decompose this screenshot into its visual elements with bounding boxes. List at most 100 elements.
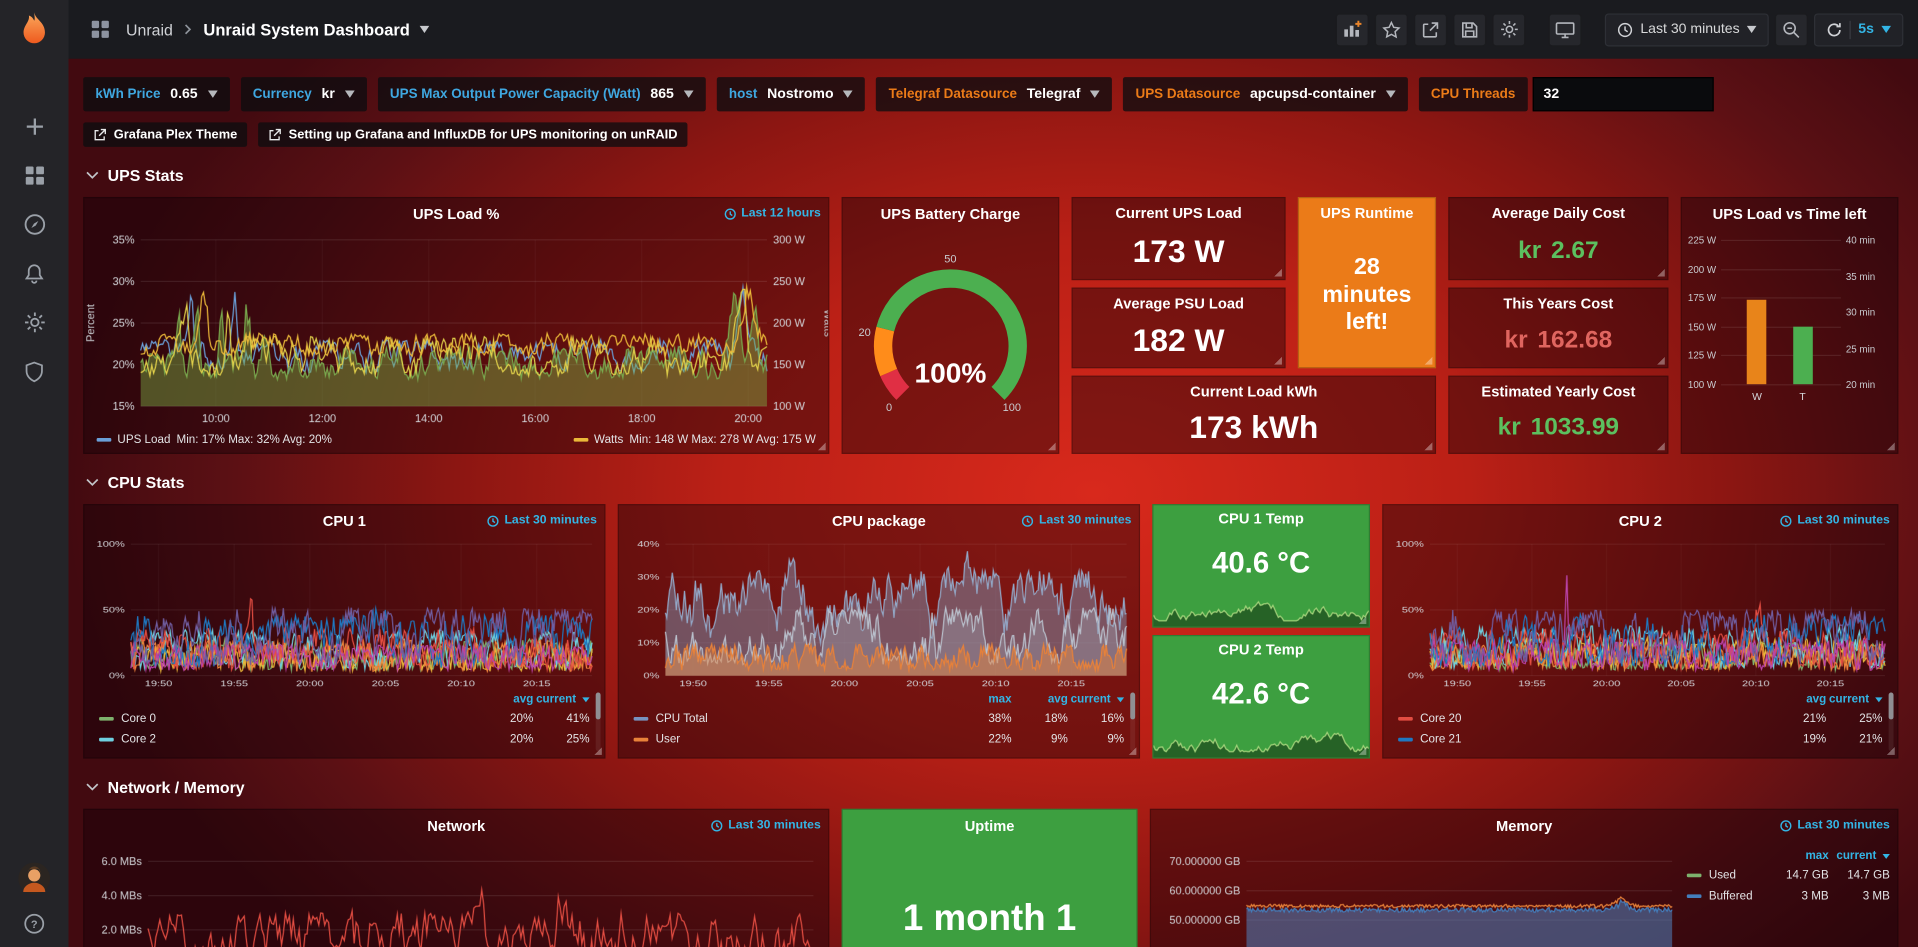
graph-canvas[interactable] [1151,841,1687,947]
share-button[interactable] [1414,12,1448,46]
panel-resize-handle[interactable] [1656,356,1665,365]
legend-row[interactable]: Core 2 20% 25% [99,729,590,750]
legend-column-header[interactable]: current [533,693,590,706]
graph-area[interactable] [84,230,829,426]
legend-row[interactable]: Core 21 19% 21% [1398,729,1883,750]
legend-scrollbar[interactable] [1130,692,1136,752]
panel-title[interactable]: Network [427,817,486,835]
panel-title[interactable]: CPU 2 [1618,512,1662,530]
bar[interactable] [1747,299,1767,385]
create-icon[interactable] [23,115,46,138]
panel-resize-handle[interactable] [593,746,602,755]
panel-title[interactable]: UPS Load % [413,205,500,223]
panel-resize-handle[interactable] [1047,441,1056,451]
explore-icon[interactable] [23,213,46,236]
panel-title[interactable]: UPS Runtime [1320,204,1414,222]
panel-title[interactable]: Estimated Yearly Cost [1481,382,1636,401]
graph-canvas[interactable] [84,537,605,689]
panel-resize-handle[interactable] [1423,356,1433,365]
legend-column-header[interactable]: current [1826,693,1883,706]
panel-title[interactable]: CPU 1 [322,512,366,530]
graph-canvas[interactable] [84,841,829,947]
panel-title[interactable]: Current Load kWh [1190,382,1318,401]
save-button[interactable] [1453,12,1487,46]
breadcrumb-root[interactable]: Unraid [125,20,173,39]
dashboard-title[interactable]: Unraid System Dashboard [203,20,410,39]
panel-resize-handle[interactable] [1357,746,1367,755]
panel-title[interactable]: CPU 2 Temp [1218,641,1304,659]
configuration-gear-icon[interactable] [23,311,46,334]
legend-scrollbar-thumb[interactable] [595,692,601,720]
cycle-view-monitor-button[interactable] [1548,12,1582,46]
graph-area[interactable] [618,537,1139,689]
add-panel-button[interactable] [1335,12,1369,46]
legend-scrollbar-thumb[interactable] [1130,692,1136,720]
graph-canvas[interactable] [84,230,829,426]
zoom-out-button[interactable] [1775,12,1809,46]
graph-area[interactable] [1383,537,1898,689]
dashboard-grid-icon[interactable] [83,13,116,46]
section-network-memory[interactable]: Network / Memory [86,778,1899,797]
graph-canvas[interactable] [1383,537,1898,689]
variable-currency[interactable]: Currency kr [240,77,367,112]
panel-title[interactable]: Current UPS Load [1115,204,1242,222]
panel-title[interactable]: Uptime [964,817,1015,835]
graph-area[interactable] [84,537,605,689]
panel-resize-handle[interactable] [1423,441,1433,451]
section-cpu-stats[interactable]: CPU Stats [86,473,1899,492]
grafana-logo[interactable] [0,0,68,59]
legend-row[interactable]: Core 0 20% 41% [99,708,590,729]
panel-title[interactable]: CPU 1 Temp [1218,510,1304,528]
variable-kwh-price[interactable]: kWh Price 0.65 [83,77,230,112]
star-button[interactable] [1374,12,1408,46]
panel-title[interactable]: CPU package [831,512,926,530]
bar[interactable] [1792,326,1813,385]
panel-resize-handle[interactable] [1127,746,1137,755]
alerting-icon[interactable] [23,262,46,285]
help-icon[interactable]: ? [23,912,46,935]
legend-column-header[interactable]: avg [513,692,534,706]
panel-resize-handle[interactable] [1886,746,1895,755]
legend-row[interactable]: CPU Total 38% 18% 16% [633,708,1124,729]
panel-title[interactable]: UPS Battery Charge [880,205,1021,223]
panel-resize-handle[interactable] [1656,441,1665,451]
time-range-picker[interactable]: Last 30 minutes [1604,12,1770,46]
panel-resize-handle[interactable] [1273,267,1282,277]
legend-scrollbar[interactable] [1888,692,1894,752]
variable-telegraf-datasource[interactable]: Telegraf Datasource Telegraf [876,77,1113,112]
variable-host[interactable]: host Nostromo [716,77,866,112]
panel-resize-handle[interactable] [1656,267,1665,277]
dashboards-icon[interactable] [23,164,46,187]
panel-resize-handle[interactable] [1273,356,1282,365]
legend-row[interactable]: Core 20 21% 25% [1398,708,1883,729]
cpu-threads-input[interactable] [1532,77,1714,112]
panel-title[interactable]: Average PSU Load [1113,294,1244,312]
legend-item[interactable]: UPS Load Min: 17% Max: 32% Avg: 20% [96,433,332,446]
link-ups-monitoring-guide[interactable]: Setting up Grafana and InfluxDB for UPS … [258,122,688,147]
graph-area[interactable] [84,841,829,947]
panel-title[interactable]: This Years Cost [1503,294,1614,312]
user-avatar[interactable] [18,862,51,895]
graph-canvas[interactable] [618,537,1139,689]
caret-down-icon[interactable] [419,25,430,34]
legend-row[interactable]: User 22% 9% 9% [633,729,1124,750]
refresh-picker[interactable]: 5s [1814,12,1904,46]
legend-column-header[interactable]: avg [1806,692,1827,706]
legend-scrollbar[interactable] [595,692,601,752]
variable-ups-datasource[interactable]: UPS Datasource apcupsd-container [1123,77,1408,112]
section-ups-stats[interactable]: UPS Stats [86,166,1899,185]
legend-row[interactable]: Used 14.7 GB 14.7 GB [1686,865,1890,886]
link-grafana-plex-theme[interactable]: Grafana Plex Theme [83,122,248,147]
panel-resize-handle[interactable] [1886,441,1895,451]
legend-row[interactable]: Buffered 3 MB 3 MB [1686,886,1890,907]
graph-area[interactable] [1151,841,1687,947]
panel-resize-handle[interactable] [1357,615,1367,624]
legend-column-header[interactable]: avg [1047,692,1068,706]
legend-scrollbar-thumb[interactable] [1888,692,1894,720]
panel-title[interactable]: Average Daily Cost [1491,204,1625,222]
panel-title[interactable]: UPS Load vs Time left [1712,205,1867,223]
panel-resize-handle[interactable] [817,441,826,451]
legend-column-header[interactable]: max [1805,849,1829,863]
legend-column-header[interactable]: max [988,692,1012,706]
dashboard-settings-button[interactable] [1492,12,1526,46]
